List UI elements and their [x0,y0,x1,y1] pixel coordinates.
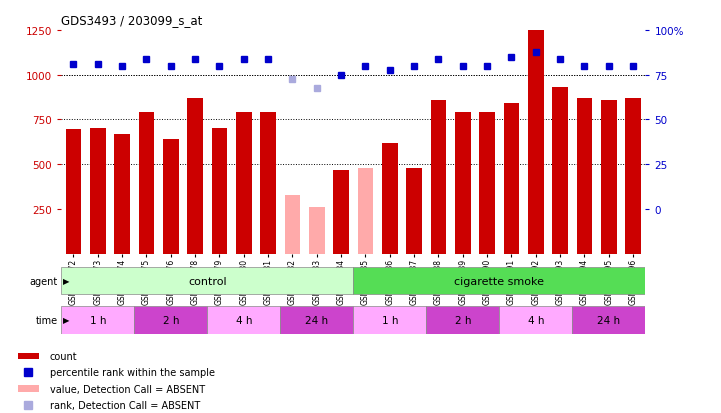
Text: 2 h: 2 h [454,315,471,325]
Text: percentile rank within the sample: percentile rank within the sample [50,367,215,377]
Bar [236,113,252,254]
Text: ▶: ▶ [63,276,69,285]
Bar [211,129,227,254]
Text: 1 h: 1 h [89,315,106,325]
Text: count: count [50,351,77,361]
Bar [503,104,519,254]
Bar [18,353,39,359]
Bar [333,170,349,254]
Bar [353,306,426,334]
Bar [309,208,324,254]
Bar [625,99,641,254]
Bar [61,267,353,295]
Bar [163,140,179,254]
Bar [552,88,568,254]
Text: 24 h: 24 h [305,315,328,325]
Text: 1 h: 1 h [381,315,398,325]
Bar [18,385,39,392]
Bar [382,143,398,254]
Bar [499,306,572,334]
Text: 24 h: 24 h [597,315,620,325]
Text: time: time [35,315,58,325]
Bar [208,306,280,334]
Text: GDS3493 / 203099_s_at: GDS3493 / 203099_s_at [61,14,203,27]
Text: rank, Detection Call = ABSENT: rank, Detection Call = ABSENT [50,400,200,410]
Bar [138,113,154,254]
Bar [430,100,446,254]
Bar [406,169,422,254]
Bar [90,129,106,254]
Bar [528,31,544,254]
Bar [114,135,130,254]
Bar [426,306,499,334]
Bar [280,306,353,334]
Bar [285,195,301,254]
Text: cigarette smoke: cigarette smoke [454,276,544,286]
Bar [601,100,616,254]
Text: agent: agent [30,276,58,286]
Bar [61,306,134,334]
Text: ▶: ▶ [63,316,69,325]
Text: value, Detection Call = ABSENT: value, Detection Call = ABSENT [50,384,205,394]
Bar [479,113,495,254]
Text: 4 h: 4 h [236,315,252,325]
Bar [572,306,645,334]
Text: control: control [188,276,226,286]
Bar [187,99,203,254]
Text: 2 h: 2 h [162,315,179,325]
Bar [358,169,373,254]
Bar [353,267,645,295]
Bar [66,130,81,254]
Bar [134,306,208,334]
Bar [455,113,471,254]
Text: 4 h: 4 h [528,315,544,325]
Bar [577,99,593,254]
Bar [260,113,276,254]
